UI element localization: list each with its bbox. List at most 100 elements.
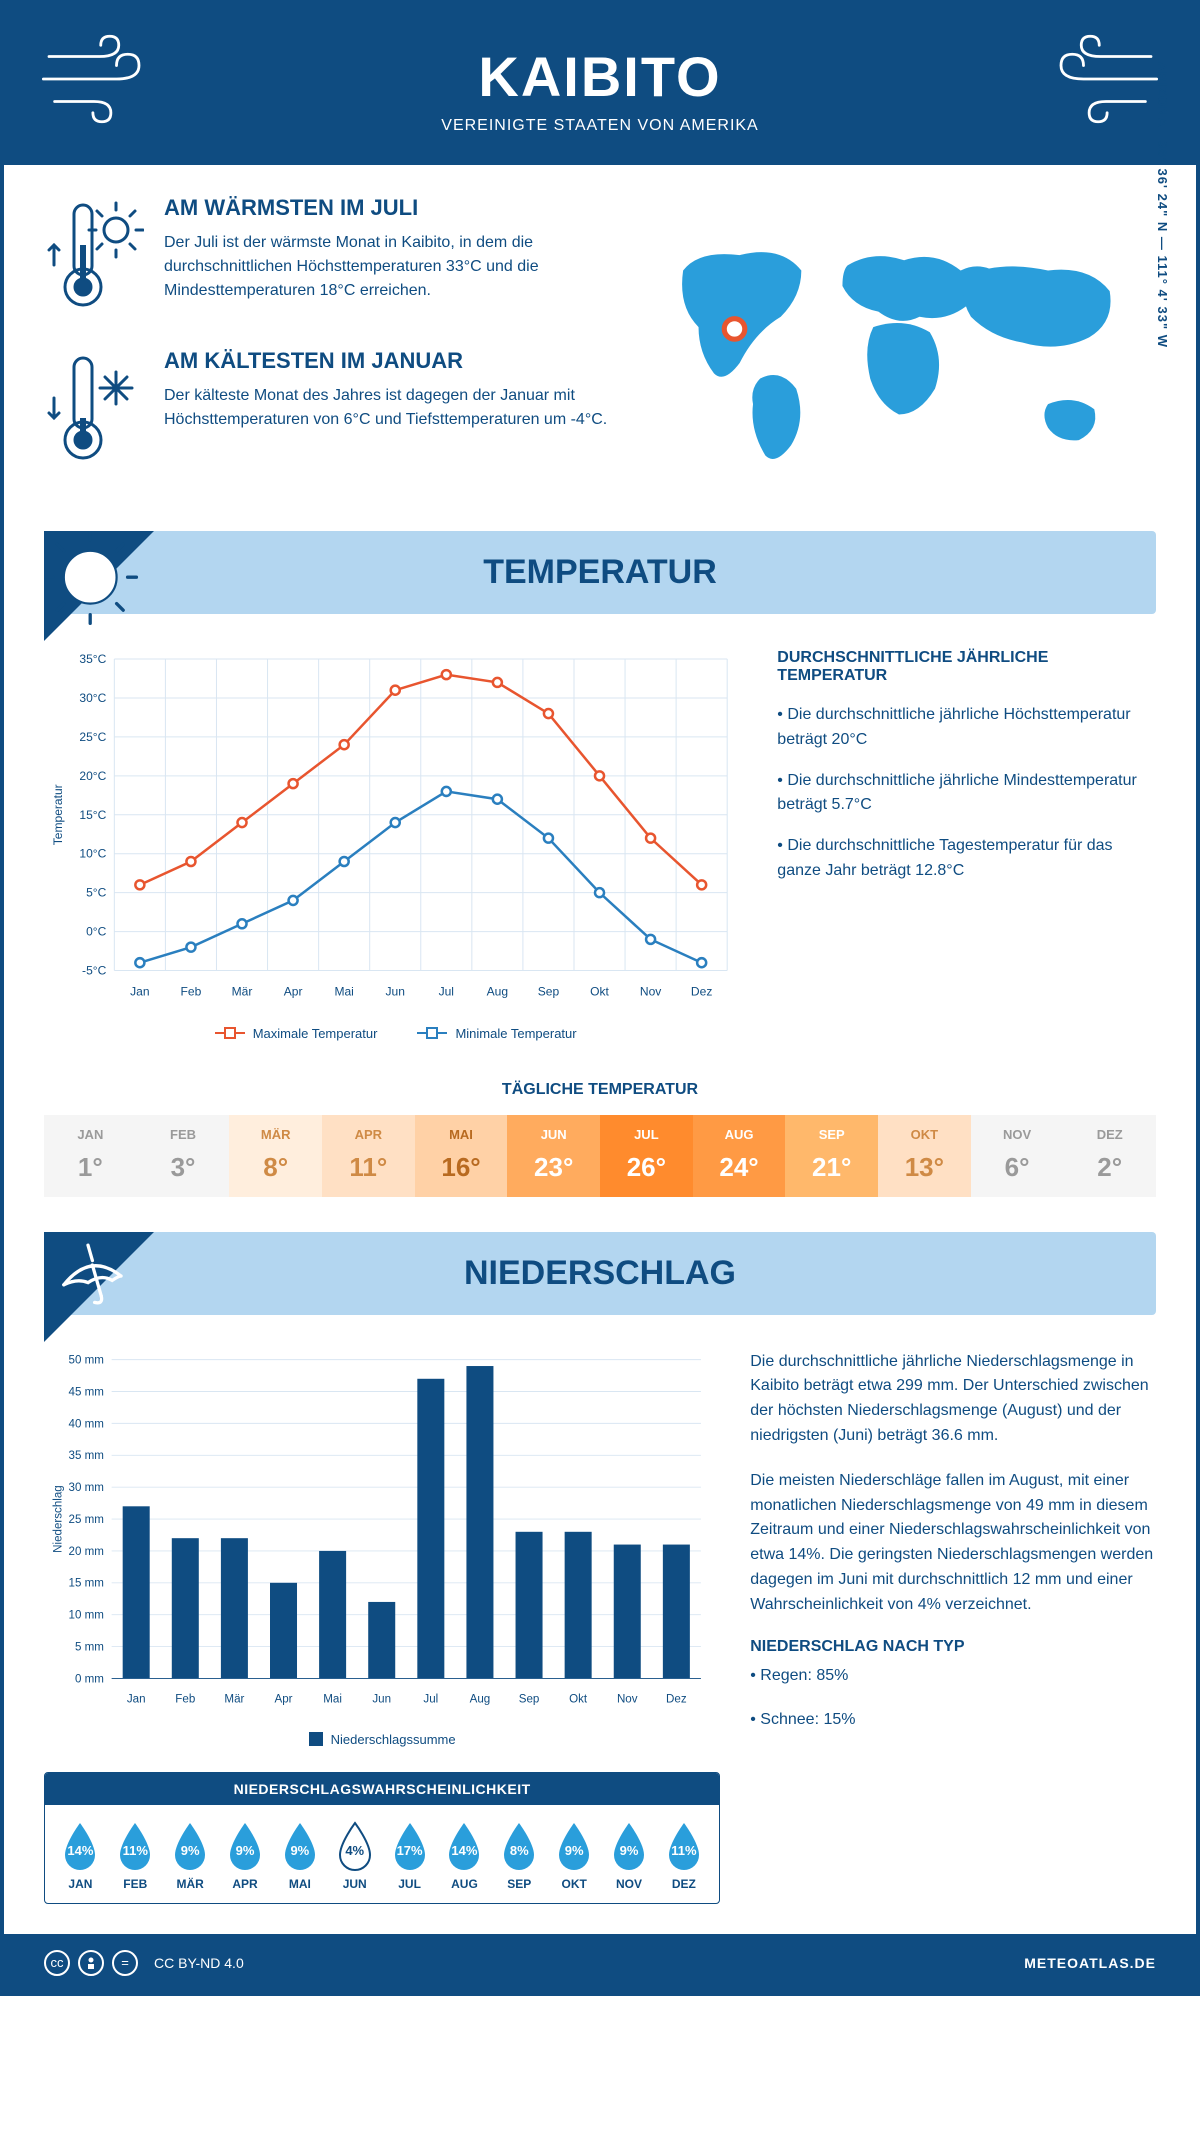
svg-text:10 mm: 10 mm: [69, 1609, 104, 1621]
temp-bullet: • Die durchschnittliche Tagestemperatur …: [777, 834, 1156, 884]
svg-text:Nov: Nov: [617, 1693, 638, 1705]
prob-cell: 9% APR: [218, 1819, 273, 1891]
precip-para: Die durchschnittliche jährliche Niedersc…: [750, 1350, 1156, 1449]
svg-text:Jul: Jul: [439, 985, 454, 999]
daily-temp-cell: NOV6°: [971, 1115, 1064, 1197]
svg-text:Mai: Mai: [334, 985, 353, 999]
svg-text:Niederschlag: Niederschlag: [52, 1485, 64, 1553]
daily-temp-cell: SEP21°: [785, 1115, 878, 1197]
daily-temp-cell: MAI16°: [415, 1115, 508, 1197]
daily-temp-cell: AUG24°: [693, 1115, 786, 1197]
svg-text:Feb: Feb: [181, 985, 202, 999]
prob-cell: 9% MÄR: [163, 1819, 218, 1891]
daily-temp-title: TÄGLICHE TEMPERATUR: [4, 1081, 1196, 1099]
nd-icon: =: [112, 1950, 138, 1976]
world-map: ARIZONA 36° 36' 24" N — 111° 4' 33" W: [642, 195, 1156, 501]
prob-cell: 17% JUL: [382, 1819, 437, 1891]
daily-temp-cell: OKT13°: [878, 1115, 971, 1197]
daily-temp-cell: MÄR8°: [229, 1115, 322, 1197]
wind-icon: [1046, 34, 1166, 124]
svg-text:10°C: 10°C: [79, 847, 106, 861]
svg-text:Mär: Mär: [232, 985, 253, 999]
license-text: CC BY-ND 4.0: [154, 1955, 244, 1971]
prob-cell: 4% JUN: [327, 1819, 382, 1891]
banner-title: TEMPERATUR: [483, 553, 717, 591]
svg-text:20 mm: 20 mm: [69, 1545, 104, 1557]
svg-text:Jun: Jun: [372, 1693, 391, 1705]
svg-text:Jan: Jan: [130, 985, 149, 999]
temperature-summary: DURCHSCHNITTLICHE JÄHRLICHE TEMPERATUR •…: [777, 649, 1156, 1041]
svg-text:Apr: Apr: [274, 1693, 292, 1705]
svg-text:Jul: Jul: [423, 1693, 438, 1705]
svg-text:40 mm: 40 mm: [69, 1418, 104, 1430]
page-subtitle: VEREINIGTE STAATEN VON AMERIKA: [24, 117, 1176, 135]
sun-icon: [44, 531, 154, 641]
section-banner-precipitation: NIEDERSCHLAG: [44, 1232, 1156, 1315]
svg-text:25°C: 25°C: [79, 730, 106, 744]
svg-text:Mai: Mai: [323, 1693, 342, 1705]
precip-type-title: NIEDERSCHLAG NACH TYP: [750, 1638, 1156, 1656]
wind-icon: [34, 34, 154, 124]
fact-hot-text: Der Juli ist der wärmste Monat in Kaibit…: [164, 231, 612, 303]
legend-min: Minimale Temperatur: [417, 1026, 576, 1041]
svg-text:5°C: 5°C: [86, 886, 107, 900]
svg-text:Okt: Okt: [569, 1693, 588, 1705]
fact-cold-title: AM KÄLTESTEN IM JANUAR: [164, 348, 612, 374]
precip-type-item: • Regen: 85%: [750, 1664, 1156, 1689]
daily-temp-cell: FEB3°: [137, 1115, 230, 1197]
precipitation-summary: Die durchschnittliche jährliche Niedersc…: [750, 1350, 1156, 1904]
svg-text:15 mm: 15 mm: [69, 1577, 104, 1589]
page-title: KAIBITO: [24, 44, 1176, 109]
svg-text:15°C: 15°C: [79, 808, 106, 822]
temp-bullet: • Die durchschnittliche jährliche Höchst…: [777, 703, 1156, 753]
fact-hot: AM WÄRMSTEN IM JULI Der Juli ist der wär…: [44, 195, 612, 320]
by-icon: [78, 1950, 104, 1976]
svg-text:20°C: 20°C: [79, 769, 106, 783]
banner-title: NIEDERSCHLAG: [464, 1254, 736, 1292]
precipitation-chart: 0 mm 5 mm 10 mm 15 mm 20 mm 25 mm 30 mm 35 mm 40…: [44, 1350, 720, 1904]
prob-title: NIEDERSCHLAGSWAHRSCHEINLICHKEIT: [45, 1773, 719, 1805]
svg-text:Aug: Aug: [470, 1693, 491, 1705]
svg-text:35°C: 35°C: [79, 652, 106, 666]
svg-text:50 mm: 50 mm: [69, 1354, 104, 1366]
prob-cell: 9% OKT: [547, 1819, 602, 1891]
daily-temp-cell: JAN1°: [44, 1115, 137, 1197]
legend-max: Maximale Temperatur: [215, 1026, 378, 1041]
svg-text:0°C: 0°C: [86, 925, 107, 939]
temp-bullet: • Die durchschnittliche jährliche Mindes…: [777, 769, 1156, 819]
svg-text:45 mm: 45 mm: [69, 1386, 104, 1398]
svg-text:Jan: Jan: [127, 1693, 146, 1705]
svg-text:Feb: Feb: [175, 1693, 195, 1705]
umbrella-icon: [44, 1232, 154, 1342]
svg-text:Jun: Jun: [386, 985, 405, 999]
legend-precip: Niederschlagssumme: [309, 1732, 456, 1747]
precip-probability-box: NIEDERSCHLAGSWAHRSCHEINLICHKEIT 14% JAN …: [44, 1772, 720, 1904]
fact-cold-text: Der kälteste Monat des Jahres ist dagege…: [164, 384, 612, 432]
daily-temp-cell: DEZ2°: [1063, 1115, 1156, 1197]
prob-cell: 14% AUG: [437, 1819, 492, 1891]
intro-section: AM WÄRMSTEN IM JULI Der Juli ist der wär…: [4, 165, 1196, 521]
temp-summary-title: DURCHSCHNITTLICHE JÄHRLICHE TEMPERATUR: [777, 649, 1156, 685]
svg-text:Sep: Sep: [519, 1693, 540, 1705]
site-name: METEOATLAS.DE: [1024, 1955, 1156, 1971]
thermometer-cold-icon: [44, 348, 144, 473]
svg-text:30°C: 30°C: [79, 691, 106, 705]
header: KAIBITO VEREINIGTE STAATEN VON AMERIKA: [4, 4, 1196, 165]
svg-text:25 mm: 25 mm: [69, 1514, 104, 1526]
fact-hot-title: AM WÄRMSTEN IM JULI: [164, 195, 612, 221]
svg-text:Sep: Sep: [538, 985, 560, 999]
svg-text:5 mm: 5 mm: [75, 1641, 104, 1653]
temperature-chart: -5°C0°C5°C10°C15°C20°C25°C30°C35°CJanFeb…: [44, 649, 747, 1041]
footer: cc = CC BY-ND 4.0 METEOATLAS.DE: [4, 1934, 1196, 1992]
svg-text:Mär: Mär: [224, 1693, 244, 1705]
fact-cold: AM KÄLTESTEN IM JANUAR Der kälteste Mona…: [44, 348, 612, 473]
svg-text:Dez: Dez: [666, 1693, 687, 1705]
daily-temp-row: JAN1°FEB3°MÄR8°APR11°MAI16°JUN23°JUL26°A…: [44, 1115, 1156, 1197]
svg-text:30 mm: 30 mm: [69, 1482, 104, 1494]
svg-text:35 mm: 35 mm: [69, 1450, 104, 1462]
daily-temp-cell: JUL26°: [600, 1115, 693, 1197]
prob-cell: 11% FEB: [108, 1819, 163, 1891]
svg-text:Nov: Nov: [640, 985, 661, 999]
svg-text:Aug: Aug: [487, 985, 508, 999]
svg-text:0 mm: 0 mm: [75, 1673, 104, 1685]
